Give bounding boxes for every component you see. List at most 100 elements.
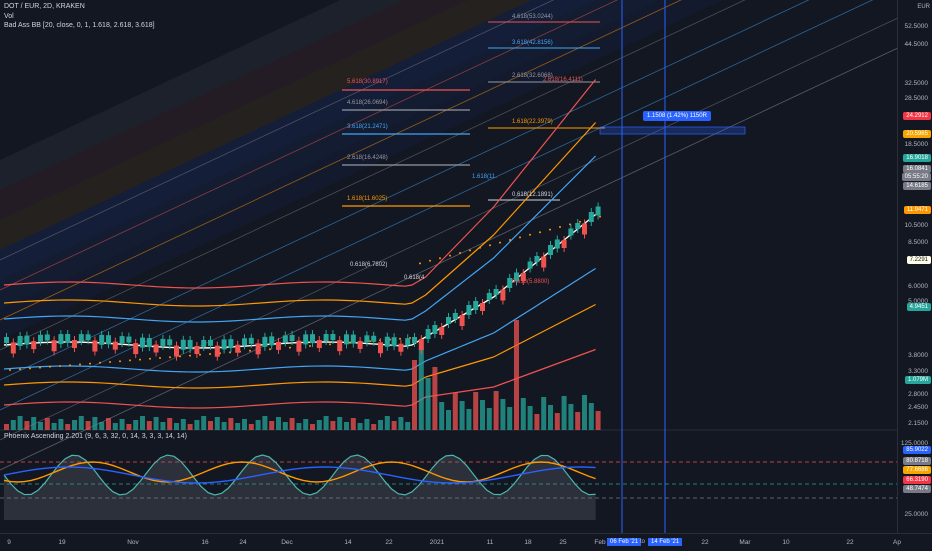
- price-tick: 5.0000: [908, 298, 928, 305]
- candle-body: [106, 335, 111, 345]
- volume-bar: [405, 422, 411, 430]
- volume-bar: [344, 422, 349, 430]
- band-line: [3, 122, 597, 307]
- candle-body: [541, 256, 547, 268]
- time-tick: 22: [385, 539, 393, 546]
- osc-line: [3, 466, 596, 484]
- candle-body: [133, 343, 139, 355]
- candle-body: [595, 206, 601, 216]
- volume-bar: [568, 404, 574, 430]
- candle-body: [112, 341, 118, 350]
- trend-dot: [559, 226, 561, 228]
- price-tick: 2.8000: [908, 391, 928, 398]
- volume-bar: [235, 423, 241, 430]
- volume-bar: [371, 424, 377, 430]
- volume-bar: [92, 417, 98, 430]
- candle-body: [303, 334, 309, 345]
- trend-dot: [479, 246, 481, 249]
- candle-body: [330, 334, 336, 341]
- volume-bar: [269, 421, 275, 430]
- volume-bar: [534, 414, 540, 430]
- candle-body: [44, 334, 50, 341]
- candle-body: [534, 256, 540, 262]
- volume-bar: [398, 417, 404, 430]
- candle-body: [466, 305, 472, 315]
- trend-dot: [269, 348, 271, 351]
- candle-body: [282, 335, 288, 343]
- volume-bar: [228, 418, 234, 430]
- band-line: [3, 303, 596, 389]
- candle-body: [432, 325, 438, 334]
- candle-body: [568, 228, 574, 236]
- volume-bar: [384, 416, 390, 430]
- bollinger-indicator-label[interactable]: Bad Ass BB [20, close, 0, 1, 1.618, 2.61…: [4, 22, 155, 29]
- trend-dot: [159, 357, 161, 359]
- volume-bar: [65, 424, 71, 430]
- candle-body: [51, 340, 57, 352]
- trend-dot: [89, 362, 91, 365]
- time-axis[interactable]: [0, 533, 932, 551]
- time-tick: 2021: [429, 539, 445, 546]
- osc-tick: 25.0000: [904, 511, 929, 518]
- volume-bar: [480, 400, 485, 430]
- oscillator-label[interactable]: Phoenix Ascending 2.201 (9, 6, 3, 32, 0,…: [4, 433, 187, 440]
- candle-body: [582, 223, 587, 235]
- trend-dot: [129, 359, 131, 362]
- measure-callout[interactable]: 1.1508 (1.42%) 1150R: [643, 111, 711, 121]
- time-tick: Dec: [281, 539, 293, 546]
- trend-dot: [19, 368, 21, 371]
- volume-bar: [119, 419, 125, 430]
- volume-bar: [276, 417, 281, 430]
- volume-bar: [432, 367, 438, 430]
- volume-bar: [4, 424, 9, 430]
- trend-dot: [149, 357, 151, 360]
- price-badge: 7.2291: [906, 256, 931, 264]
- time-tick: 18: [524, 539, 532, 546]
- channel-line: [0, 0, 682, 321]
- trend-dot: [289, 346, 291, 349]
- time-tick: Ap: [893, 539, 901, 546]
- trend-dot: [9, 369, 11, 371]
- volume-bar: [214, 417, 220, 430]
- trend-dot: [529, 233, 531, 236]
- time-tick: Feb: [594, 539, 606, 546]
- trend-dot: [249, 349, 251, 352]
- volume-bar: [133, 420, 139, 430]
- volume-bar: [575, 412, 581, 430]
- trend-dot: [99, 361, 101, 364]
- candle-body: [337, 340, 343, 352]
- symbol-title[interactable]: DOT / EUR, 2D, KRAKEN: [4, 3, 85, 10]
- volume-bar: [554, 413, 560, 430]
- volume-bar: [350, 418, 356, 430]
- candle-body: [473, 301, 479, 310]
- candle-body: [480, 303, 485, 311]
- price-tick: 8.5000: [908, 239, 928, 246]
- channel-band: [0, 0, 405, 190]
- volume-bar: [500, 399, 506, 430]
- candle-body: [527, 261, 533, 269]
- candle-body: [160, 338, 166, 346]
- candle-body: [412, 337, 417, 343]
- candle-body: [208, 339, 213, 346]
- fib-level-label: 0.618(5.8800): [512, 279, 550, 285]
- trend-dot: [349, 341, 351, 344]
- fib-level-label: 5.618(30.8917): [347, 79, 388, 85]
- volume-bar: [31, 417, 37, 430]
- fib-level-label: 3.618(21.2471): [347, 124, 388, 130]
- volume-bar: [180, 419, 186, 430]
- channel-line: [0, 0, 810, 381]
- volume-bar: [99, 422, 105, 430]
- candle-body: [153, 344, 159, 353]
- measure-box: [599, 126, 746, 135]
- fib-level-label: 1.618(11.6025): [347, 196, 388, 202]
- volume-bar: [187, 424, 193, 430]
- price-tick: 52.5000: [904, 23, 929, 30]
- candle-body: [323, 334, 329, 342]
- candle-body: [85, 334, 91, 341]
- volume-bar: [446, 410, 451, 430]
- volume-label[interactable]: Vol: [4, 13, 14, 20]
- candle-body: [248, 337, 254, 344]
- volume-bar: [78, 416, 84, 430]
- osc-badge: 66.3190: [903, 476, 931, 484]
